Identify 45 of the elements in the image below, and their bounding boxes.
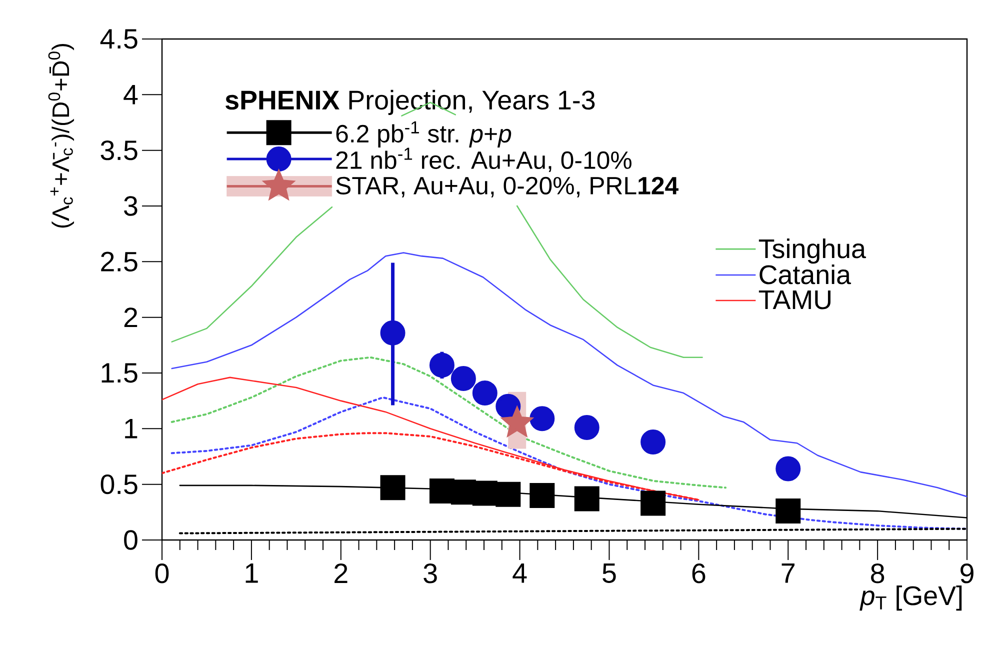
legend-label: Catania (760, 264, 852, 284)
x-tick-label: 1 (246, 564, 258, 583)
y-tick-label: 0 (124, 530, 138, 550)
legend-label: TAMU (758, 290, 830, 310)
y-tick-label: 2 (124, 308, 138, 328)
point (776, 456, 801, 482)
point (380, 320, 406, 346)
y-tick-label: 2.5 (101, 252, 138, 272)
text: (Λ$_{c}$$^{+}$+Λ̄$_{c}$$^{-}$)/(D$^{0}$+D̄$^{0}$) (48, 44, 74, 228)
point (429, 352, 454, 378)
legend-label: 6.2 pb$^{-1}$ str. p+p (336, 121, 512, 148)
y-tick-label: 4 (124, 85, 138, 104)
x-tick-label: 8 (871, 564, 884, 584)
y-tick-label: 1.5 (102, 363, 138, 383)
line-series (170, 356, 727, 489)
point (472, 480, 498, 506)
y-tick-label: 1 (125, 419, 138, 438)
x-tick-label: 4 (512, 564, 527, 583)
x-tick-label: 3 (424, 564, 437, 584)
point (640, 490, 666, 516)
point (530, 482, 555, 508)
legend-label: 21 nb$^{-1}$ rec. Au+Au, 0-10% (336, 148, 632, 172)
y-tick-label: 4.5 (100, 29, 138, 49)
x-axis-title: p$_{T}$ [GeV] (860, 585, 962, 611)
x-tick-label: 6 (692, 564, 706, 584)
y-tick-label: 3.5 (100, 140, 138, 160)
point (472, 380, 498, 406)
legend-label: Tsinghua (758, 238, 866, 264)
point (380, 475, 406, 500)
legend-label: STAR, Au+Au, 0-20%, PRL124 (336, 176, 678, 198)
point (574, 415, 600, 440)
x-tick-label: 0 (155, 564, 169, 584)
y-tick-label: 3 (124, 196, 138, 216)
point (776, 498, 801, 524)
x-tick-label: 2 (334, 564, 348, 583)
point (450, 366, 476, 392)
point (530, 406, 555, 432)
point (640, 430, 666, 455)
x-tick-label: 7 (782, 564, 794, 583)
x-tick-label: 9 (960, 564, 974, 584)
x-tick-label: 5 (602, 564, 616, 583)
y-tick-label: 0.5 (100, 474, 138, 494)
point (574, 486, 600, 512)
point (496, 482, 521, 507)
legend-title: sPHENIX Projection, Years 1-3 (226, 90, 595, 115)
